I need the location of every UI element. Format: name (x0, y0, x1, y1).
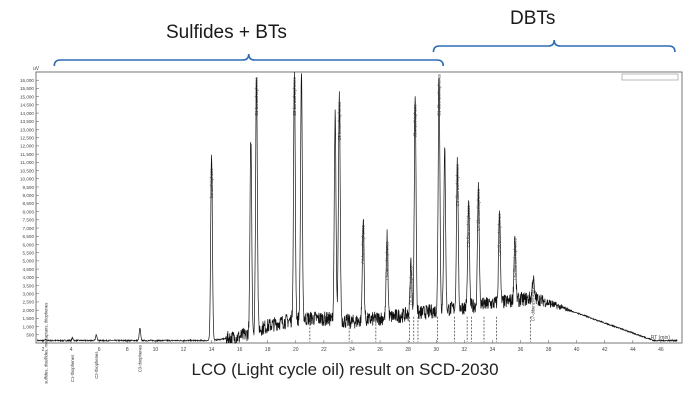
x-tick-label: 38 (546, 347, 552, 353)
y-tick-label: 5,000 (23, 259, 35, 264)
y-tick-label: 5,500 (23, 250, 35, 255)
peak-label: C3-dibenzothiophenes (466, 205, 471, 247)
y-tick-label: 1,000 (23, 324, 35, 329)
peak-label: C3-benzothiophenes (337, 102, 342, 141)
bracket-right (432, 39, 676, 53)
y-tick-label: 7,500 (23, 218, 35, 223)
y-tick-label: 15,500 (20, 86, 34, 91)
x-tick-label: 22 (321, 347, 327, 353)
y-tick-label: 7,000 (23, 226, 35, 231)
figure-caption: LCO (Light cycle oil) result on SCD-2030 (191, 360, 499, 379)
peak-label: C1-thiophenes (70, 355, 75, 382)
peak-label: benzothiophene (209, 168, 214, 198)
y-tick-label: 3,000 (23, 292, 35, 297)
y-tick-label: 2,000 (23, 308, 35, 313)
y-tick-label: 9,500 (23, 185, 35, 190)
plot-border (35, 71, 683, 344)
peak-label: C7-dibenzothiophenes (531, 279, 536, 321)
peak-label: C5-benzothiophenes (385, 242, 390, 281)
x-tick-label: 40 (574, 347, 580, 353)
peak-label: C6-benzothiophenes (408, 266, 413, 305)
peak-labels: sulfides, disulfides, mercaptans, thioph… (43, 74, 535, 384)
x-tick-label: 46 (658, 347, 664, 353)
x-tick-label: 26 (377, 347, 383, 353)
bracket-left (53, 53, 445, 67)
peak-label: C4-benzothiophenes (361, 225, 366, 264)
x-tick-label: 34 (490, 347, 496, 353)
x-tick-label: 2 (42, 347, 45, 353)
y-tick-label: 8,500 (23, 201, 35, 206)
y-tick-label: 4,000 (23, 275, 35, 280)
y-tick-label: 11,500 (20, 152, 34, 157)
group-label-dbts: DBTs (510, 8, 556, 29)
y-unit-label: uV (33, 66, 40, 72)
peak-markers (309, 316, 531, 342)
y-tick-label: 2,500 (23, 300, 35, 305)
x-tick-label: 12 (181, 347, 187, 353)
y-tick-label: 500 (26, 333, 34, 338)
peak-label: C5-dibenzothiophenes (497, 214, 502, 256)
y-tick-label: 4,500 (23, 267, 35, 272)
peak-label: C2-thiophenes (94, 352, 99, 379)
y-tick-label: 9,000 (23, 193, 35, 198)
y-tick-label: 13,000 (20, 127, 34, 132)
plot-frame: uV (33, 66, 683, 344)
peak-label: C2-benzothiophenes (292, 77, 297, 116)
x-unit-label: RT (min) (651, 335, 671, 341)
peak-label: C4-dibenzothiophenes (476, 189, 481, 231)
peak-label: C2-dibenzothiophenes (455, 164, 460, 206)
x-tick-label: 18 (265, 347, 271, 353)
y-tick-label: 6,500 (23, 234, 35, 239)
legend-box (621, 73, 679, 81)
peak-label: C1-dibenzothiophenes (437, 74, 442, 116)
chromatogram-line (37, 71, 678, 344)
x-tick-label: 28 (405, 347, 411, 353)
y-tick-label: 16,000 (20, 78, 34, 83)
x-tick-label: 20 (293, 347, 299, 353)
x-tick-label: 16 (237, 347, 243, 353)
peak-label: dibenzothiophene (413, 104, 418, 138)
x-tick-label: 10 (153, 347, 159, 353)
y-tick-label: 13,500 (20, 119, 34, 124)
x-tick-label: 44 (630, 347, 636, 353)
x-tick-label: 42 (602, 347, 608, 353)
x-tick-label: 8 (126, 347, 129, 353)
y-tick-label: 10,000 (20, 177, 34, 182)
x-tick-label: 6 (98, 347, 101, 353)
peak-label: C3-thiophenes (137, 345, 142, 372)
y-tick-label: 14,500 (20, 103, 34, 108)
y-tick-label: 15,000 (20, 94, 34, 99)
group-label-sulfides-bts: Sulfides + BTs (166, 22, 287, 43)
peak-label: sulfides, disulfides, mercaptans, thioph… (43, 303, 48, 384)
x-tick-label: 32 (462, 347, 468, 353)
x-tick-label: 36 (518, 347, 524, 353)
group-brackets (53, 39, 676, 67)
x-tick-label: 30 (433, 347, 439, 353)
y-tick-label: 10,500 (20, 168, 34, 173)
x-tick-label: 4 (70, 347, 73, 353)
y-tick-label: 14,000 (20, 111, 34, 116)
peak-label: C6-dibenzothiophenes (512, 238, 517, 280)
x-axis: 2 4 6 8 10 12 14 16 18 20 22 24 26 28 30 32 34 36 38 40 42 44… (42, 73, 679, 353)
y-tick-label: 12,500 (20, 135, 34, 140)
x-tick-label: 14 (209, 347, 215, 353)
y-tick-label: 3,500 (23, 283, 35, 288)
chromatogram-trace (37, 71, 678, 344)
y-tick-label: 12,000 (20, 144, 34, 149)
peak-label: C1-benzothiophenes (254, 77, 259, 116)
y-tick-label: 8,000 (23, 209, 35, 214)
y-tick-label: 1,500 (23, 316, 35, 321)
y-tick-label: 6,000 (23, 242, 35, 247)
y-tick-label: 11,000 (20, 160, 34, 165)
x-tick-label: 24 (349, 347, 355, 353)
y-axis: 500 1,000 1,500 2,000 2,500 3,000 3,500 4,000 4,… (20, 78, 39, 338)
